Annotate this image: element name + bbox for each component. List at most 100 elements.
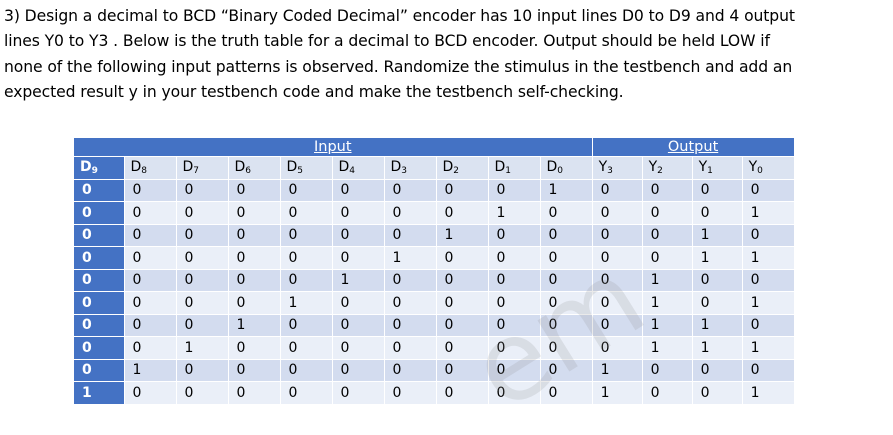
table-cell: 1: [742, 381, 795, 404]
table-cell: 0: [540, 223, 593, 247]
table-cell: 0: [228, 381, 281, 404]
table-cell: 0: [436, 336, 489, 359]
table-cell: 0: [642, 358, 693, 382]
table-cell: 0: [642, 246, 693, 269]
table-cell: 0: [332, 223, 385, 247]
table-cell: 0: [332, 336, 385, 359]
table-cell: 0: [332, 178, 385, 202]
table-cell: 0: [436, 178, 489, 202]
table-cell: 0: [488, 336, 541, 359]
table-cell: 0: [176, 223, 229, 247]
table-cell: 0: [384, 268, 437, 292]
table-cell: 0: [692, 268, 743, 292]
column-header-sub: 0: [757, 166, 763, 177]
table-cell: 0: [488, 313, 541, 337]
table-cell: 0: [540, 381, 593, 404]
table-cell: 0: [742, 358, 795, 382]
table-cell: 0: [228, 178, 281, 202]
table-cell: 0: [592, 313, 643, 337]
column-header-base: Y: [698, 159, 708, 176]
table-cell: 0: [176, 178, 229, 202]
table-cell: 1: [124, 358, 177, 382]
column-header-d6: D6: [228, 156, 281, 179]
column-header-y1: Y1: [692, 156, 743, 179]
table-cell: 0: [592, 178, 643, 202]
table-cell: 0: [124, 201, 177, 224]
column-header-base: D: [442, 159, 454, 176]
column-header-base: Y: [748, 159, 758, 176]
table-cell: 0: [228, 268, 281, 292]
table-cell: 0: [124, 381, 177, 404]
column-header-sub: 9: [91, 166, 98, 177]
table-cell: 0: [332, 291, 385, 314]
table-cell: 0: [384, 223, 437, 247]
table-cell: 0: [488, 358, 541, 382]
table-cell: 0: [280, 268, 333, 292]
column-header-d3: D3: [384, 156, 437, 179]
table-cell: 0: [280, 313, 333, 337]
table-cell: 1: [692, 336, 743, 359]
table-cell: 0: [540, 313, 593, 337]
input-group-label: Input: [314, 139, 352, 155]
table-cell: 0: [540, 268, 593, 292]
output-group-label: Output: [667, 139, 719, 155]
table-cell: 0: [540, 246, 593, 269]
table-cell: 0: [642, 178, 693, 202]
table-cell: 0: [228, 201, 281, 224]
column-header-sub: 4: [349, 166, 356, 177]
column-header-y2: Y2: [642, 156, 693, 179]
table-cell: 0: [592, 246, 643, 269]
table-cell: 0: [692, 201, 743, 224]
table-cell: 1: [642, 336, 693, 359]
question-line-4: expected result y in your testbench code…: [4, 83, 624, 102]
column-header-d9: D9: [74, 156, 125, 179]
table-cell: 0: [540, 336, 593, 359]
table-cell: 0: [280, 358, 333, 382]
table-cell: 0: [692, 291, 743, 314]
table-cell: 0: [74, 313, 125, 337]
table-cell: 0: [228, 246, 281, 269]
column-header-sub: 8: [141, 166, 148, 177]
question-line-3: none of the following input patterns is …: [4, 57, 793, 76]
table-cell: 0: [642, 223, 693, 247]
table-cell: 0: [742, 223, 795, 247]
table-cell: 0: [436, 313, 489, 337]
table-cell: 0: [488, 381, 541, 404]
table-cell: 0: [692, 358, 743, 382]
table-cell: 0: [280, 336, 333, 359]
table-cell: 0: [488, 268, 541, 292]
table-cell: 0: [228, 336, 281, 359]
table-cell: 1: [592, 358, 643, 382]
table-cell: 0: [642, 381, 693, 404]
table-cell: 1: [642, 268, 693, 292]
table-cell: 0: [124, 291, 177, 314]
column-header-base: D: [338, 159, 350, 176]
column-header-d0: D0: [540, 156, 593, 179]
table-cell: 1: [692, 223, 743, 247]
table-cell: 1: [436, 223, 489, 247]
column-header-base: D: [130, 159, 142, 176]
column-header-d8: D8: [124, 156, 177, 179]
table-cell: 0: [436, 268, 489, 292]
column-header-d2: D2: [436, 156, 489, 179]
table-cell: 0: [436, 246, 489, 269]
table-cell: 0: [74, 178, 125, 202]
column-header-d1: D1: [488, 156, 541, 179]
table-cell: 1: [742, 336, 795, 359]
table-cell: 0: [74, 358, 125, 382]
table-cell: 1: [742, 246, 795, 269]
table-cell: 0: [384, 313, 437, 337]
column-header-y3: Y3: [592, 156, 643, 179]
table-cell: 0: [228, 291, 281, 314]
table-cell: 0: [384, 381, 437, 404]
table-cell: 0: [176, 268, 229, 292]
table-cell: 1: [384, 246, 437, 269]
table-cell: 1: [742, 291, 795, 314]
column-header-d4: D4: [332, 156, 385, 179]
table-cell: 0: [436, 201, 489, 224]
table-cell: 0: [332, 201, 385, 224]
